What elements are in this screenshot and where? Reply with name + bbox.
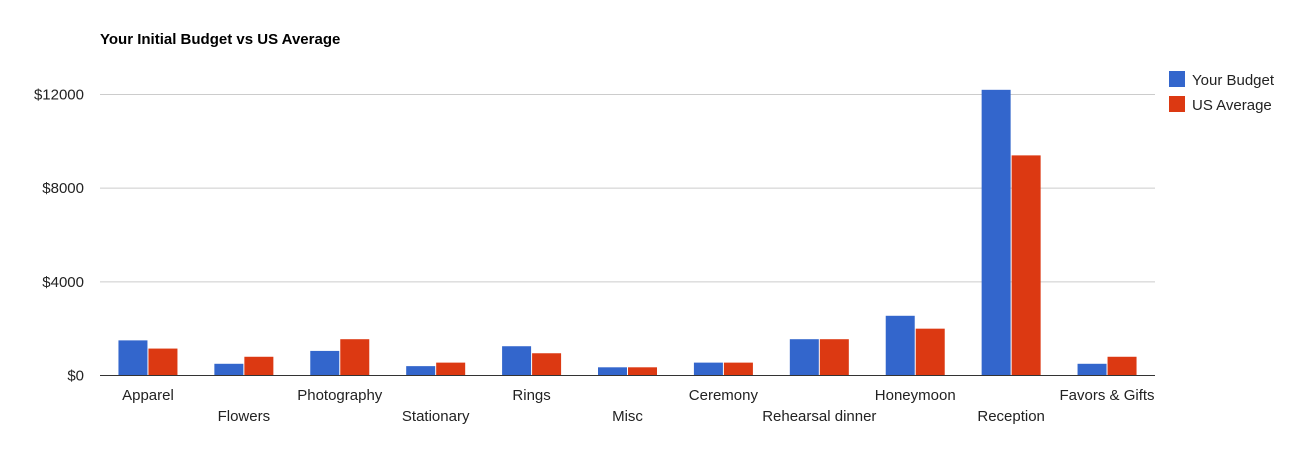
bar-your-budget <box>789 339 819 376</box>
x-category-label: Stationary <box>402 408 470 425</box>
bar-your-budget <box>502 346 532 376</box>
bar-us-average <box>148 348 178 376</box>
y-tick-label: $0 <box>67 368 84 385</box>
x-category-label: Rehearsal dinner <box>762 408 876 425</box>
bar-your-budget <box>693 362 723 376</box>
bar-your-budget <box>885 315 915 376</box>
bar-us-average <box>244 356 274 376</box>
y-axis-ticks: $0 $4000 $8000 $12000 <box>34 87 84 385</box>
gridlines <box>100 94 1155 283</box>
bar-us-average <box>340 339 370 376</box>
bar-your-budget <box>406 366 436 376</box>
x-category-label: Favors & Gifts <box>1060 387 1155 404</box>
legend: Your Budget US Average <box>1169 71 1275 114</box>
x-category-label: Misc <box>612 408 643 425</box>
legend-label: Your Budget <box>1192 72 1275 89</box>
bar-your-budget <box>598 367 627 376</box>
legend-label: US Average <box>1192 97 1272 114</box>
bar-your-budget <box>1077 363 1107 376</box>
x-category-label: Ceremony <box>689 387 759 404</box>
bar-us-average <box>532 353 562 376</box>
bar-us-average <box>723 362 753 376</box>
x-category-label: Reception <box>977 408 1045 425</box>
bar-us-average <box>628 367 657 376</box>
bar-us-average <box>1107 356 1137 376</box>
bar-your-budget <box>310 350 340 376</box>
legend-swatch <box>1169 96 1185 112</box>
x-category-label: Photography <box>297 387 383 404</box>
bar-us-average <box>1011 155 1041 376</box>
x-category-label: Flowers <box>218 408 271 425</box>
bar-your-budget <box>118 340 148 376</box>
x-category-label: Rings <box>512 387 550 404</box>
bar-your-budget <box>214 363 244 376</box>
y-tick-label: $4000 <box>42 274 84 291</box>
bar-us-average <box>915 328 945 376</box>
bars <box>118 89 1137 376</box>
bar-your-budget <box>981 89 1011 376</box>
bar-us-average <box>819 339 849 376</box>
x-category-label: Honeymoon <box>875 387 956 404</box>
y-tick-label: $8000 <box>42 180 84 197</box>
legend-swatch <box>1169 71 1185 87</box>
x-axis-labels: Apparel Flowers Photography Stationary Rings… <box>122 387 1154 425</box>
bar-us-average <box>436 362 466 376</box>
chart-title: Your Initial Budget vs US Average <box>100 31 340 48</box>
y-tick-label: $12000 <box>34 87 84 104</box>
x-category-label: Apparel <box>122 387 174 404</box>
